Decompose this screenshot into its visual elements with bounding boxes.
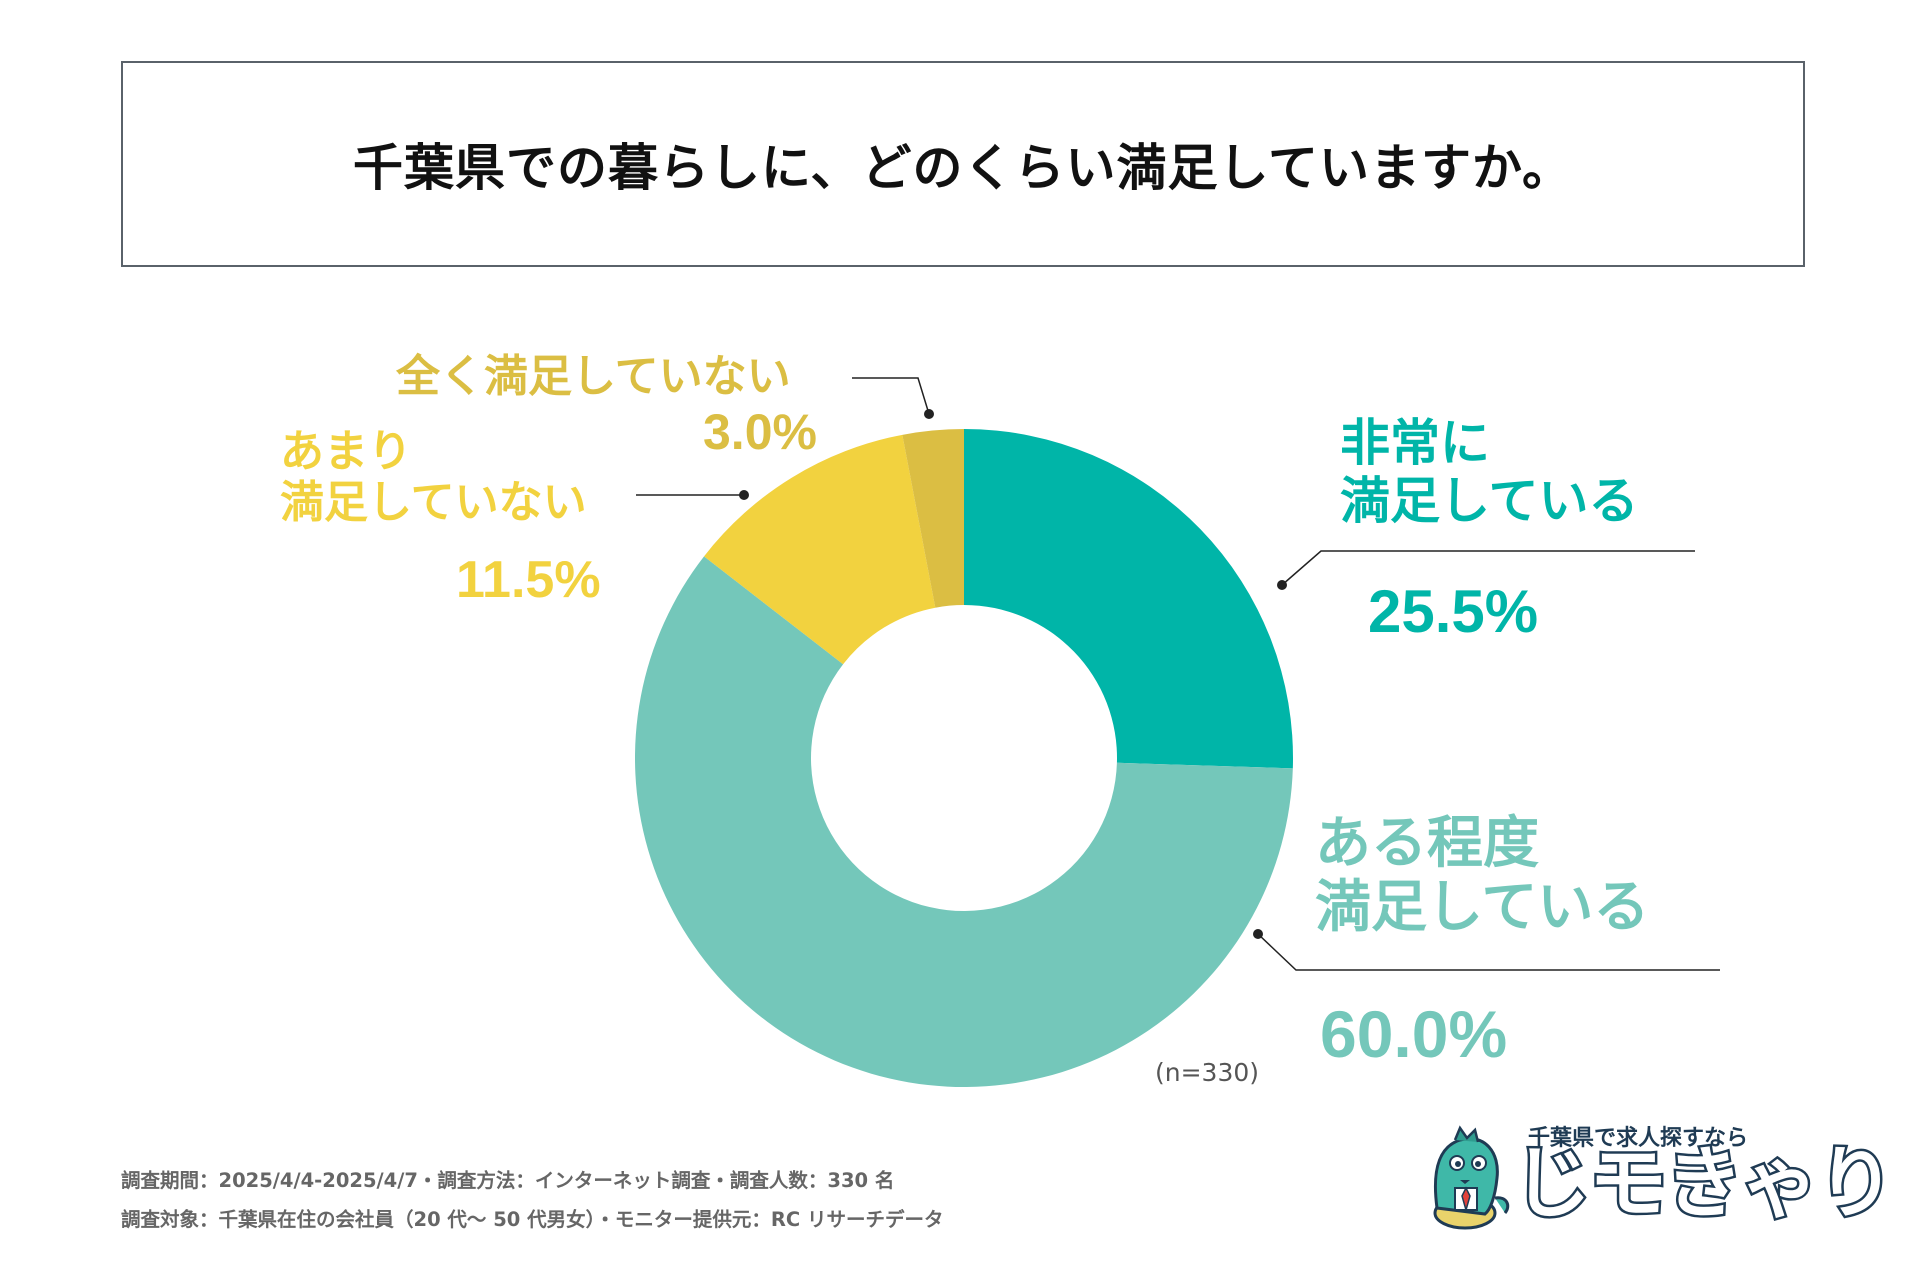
title-box: 千葉県での暮らしに、どのくらい満足していますか。 bbox=[121, 61, 1805, 267]
leader-dot-somewhat bbox=[1253, 929, 1263, 939]
pct-somewhat-satisfied: 60.0% bbox=[1320, 997, 1508, 1071]
label-not-very-line2: 満足していない bbox=[280, 476, 587, 528]
leader-line-somewhat bbox=[1257, 933, 1720, 971]
label-not-very-satisfied: あまり 満足していない bbox=[280, 426, 587, 528]
label-not-very-line1: あまり bbox=[280, 426, 412, 477]
logo: 千葉県で求人探すなら じモきゃり bbox=[1415, 1118, 1898, 1233]
dinosaur-mascot-icon bbox=[1433, 1125, 1510, 1230]
label-very-satisfied: 非常に 満足している bbox=[1340, 414, 1639, 530]
leader-dot-not-very bbox=[739, 490, 749, 500]
label-very-line2: 満足している bbox=[1340, 471, 1639, 530]
pct-not-very-satisfied: 11.5% bbox=[456, 551, 601, 609]
chart-title: 千葉県での暮らしに、どのくらい満足していますか。 bbox=[353, 139, 1573, 197]
logo-name: じモきゃり bbox=[1510, 1139, 1897, 1229]
footer-survey-target: 調査対象：千葉県在住の会社員（20 代〜 50 代男女）・モニター提供元：RC … bbox=[121, 1208, 944, 1231]
leader-line-very bbox=[1281, 550, 1695, 586]
pct-very-satisfied: 25.5% bbox=[1368, 578, 1539, 645]
slice-not-at-all bbox=[902, 429, 964, 608]
leader-dot-very bbox=[1277, 580, 1287, 590]
footer-survey-period: 調査期間：2025/4/4-2025/4/7・調査方法：インターネット調査・調査… bbox=[121, 1169, 895, 1192]
slice-not-very bbox=[704, 434, 936, 665]
label-very-line1: 非常に bbox=[1340, 414, 1490, 472]
label-not-at-all-satisfied: 全く満足していない bbox=[396, 351, 791, 403]
label-somewhat-line1: ある程度 bbox=[1315, 811, 1539, 876]
label-somewhat-line2: 満足している bbox=[1315, 875, 1650, 941]
pct-not-at-all-satisfied: 3.0% bbox=[703, 404, 817, 460]
sample-size-label: (n=330) bbox=[1155, 1058, 1260, 1087]
slice-very bbox=[964, 429, 1293, 769]
logo-tagline: 千葉県で求人探すなら bbox=[1528, 1126, 1749, 1151]
label-somewhat-satisfied: ある程度 満足している bbox=[1315, 811, 1650, 941]
leader-line-not-at-all bbox=[852, 377, 930, 415]
slice-somewhat bbox=[635, 556, 1293, 1087]
label-not-at-all-line1: 全く満足していない bbox=[396, 351, 791, 402]
leader-dot-not-at-all bbox=[924, 409, 934, 419]
